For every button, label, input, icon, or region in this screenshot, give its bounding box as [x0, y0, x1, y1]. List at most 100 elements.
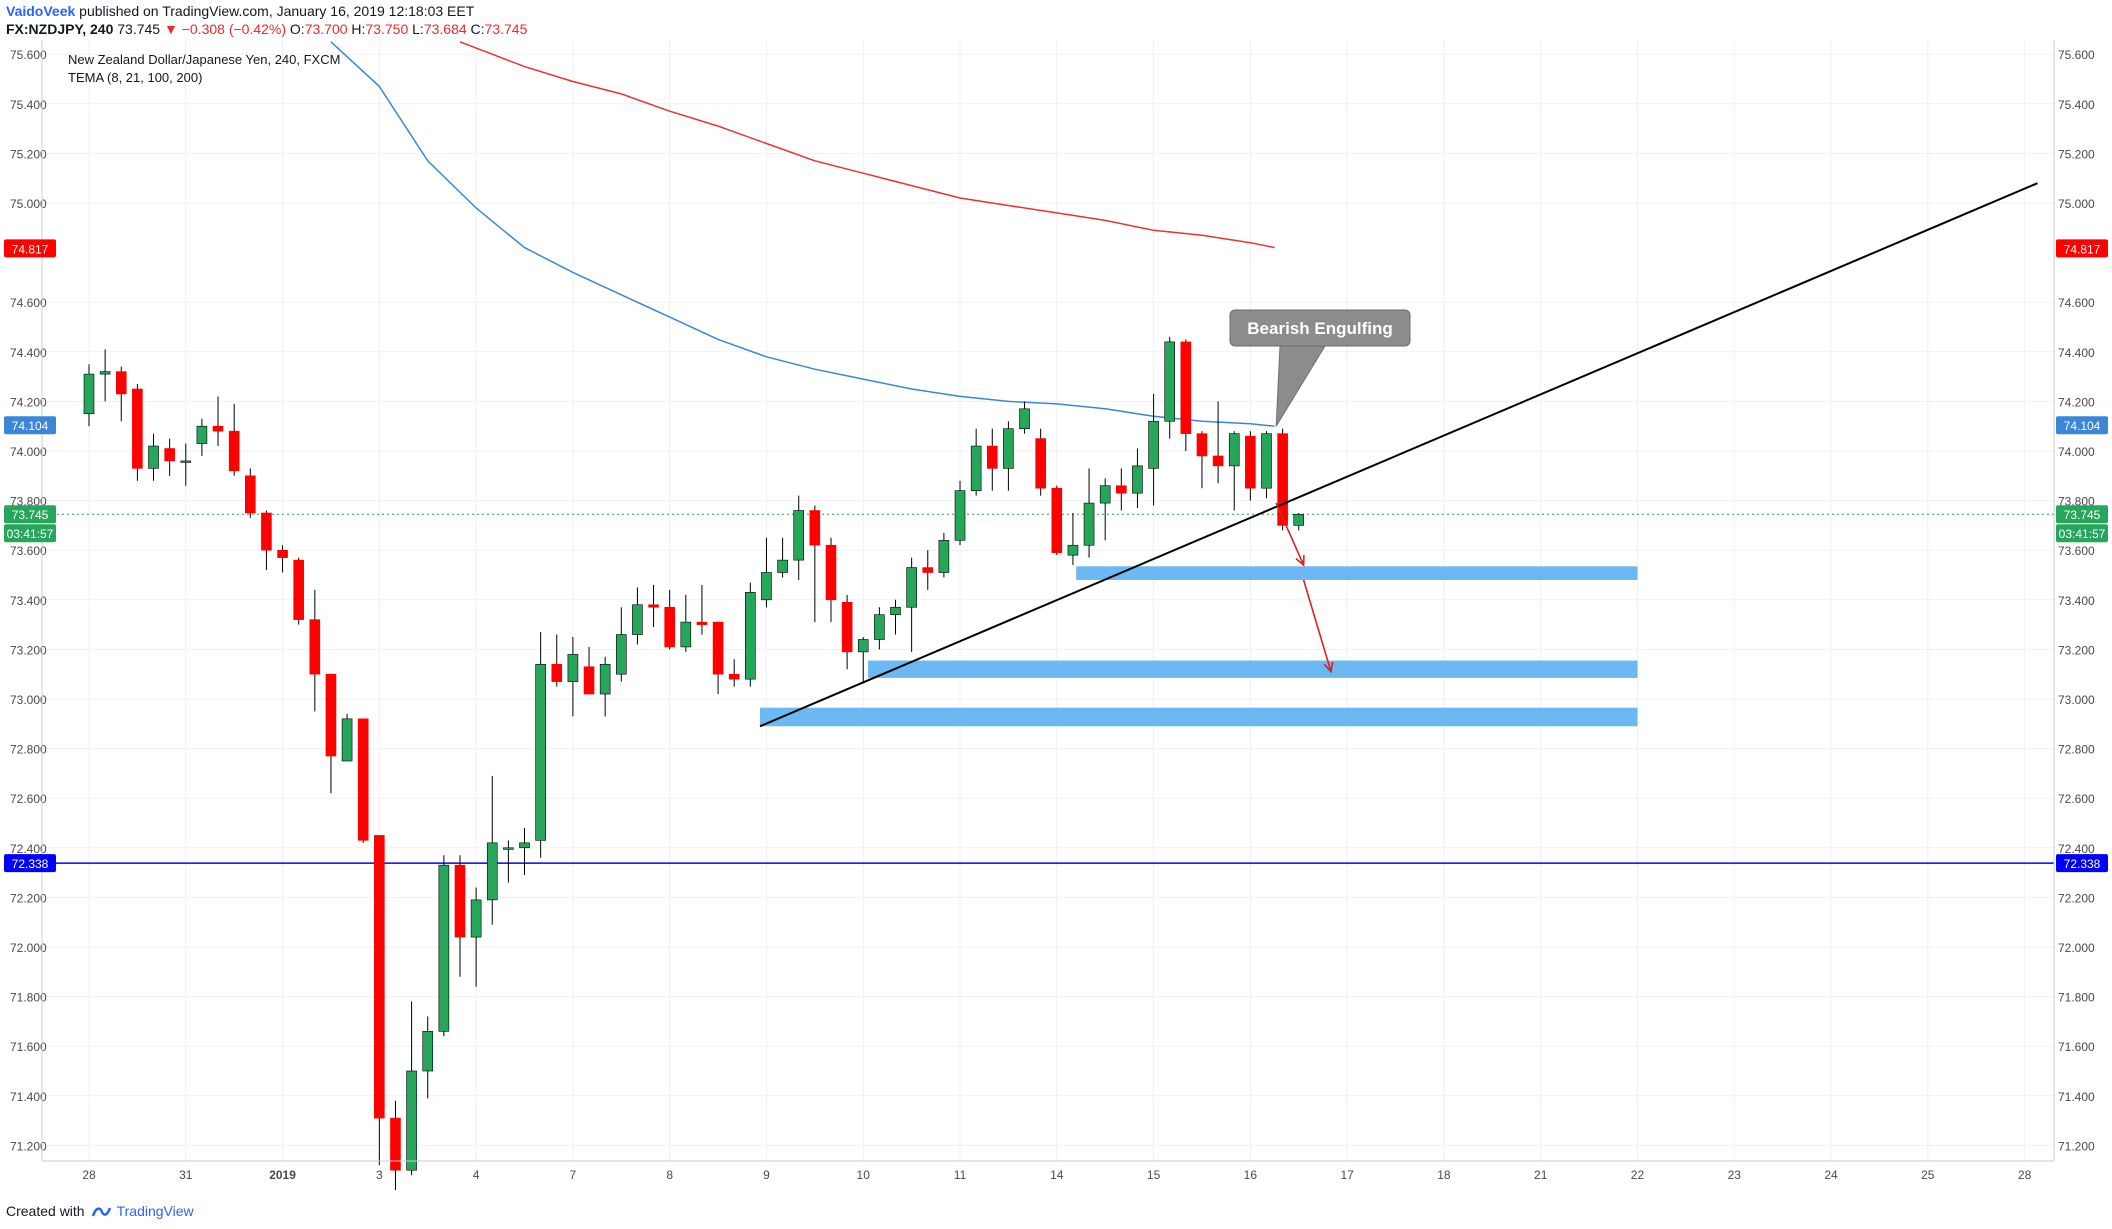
y-tick-label-right: 73.000: [2058, 693, 2095, 707]
candle: [277, 545, 288, 573]
candle-body: [615, 634, 627, 675]
x-tick-label: 28: [82, 1168, 96, 1182]
ohlc-high: 73.750: [365, 21, 409, 37]
price-label-left: 74.817: [4, 239, 56, 258]
candle-body: [728, 673, 740, 680]
candle-body: [777, 559, 788, 573]
drawings: Bearish Engulfing: [759, 182, 2038, 728]
y-tick-label-left: 74.200: [10, 395, 47, 409]
author-link[interactable]: VaidoVeek: [6, 3, 76, 19]
legend-indicator: TEMA (8, 21, 100, 200): [68, 70, 202, 85]
price-label-text: 73.745: [12, 508, 49, 522]
candle: [922, 550, 934, 590]
countdown-bg: [4, 524, 56, 543]
chart-background: [0, 40, 2112, 1200]
x-tick-label: 16: [1244, 1168, 1258, 1182]
candle-body: [1164, 341, 1176, 422]
x-tick-label: 23: [1728, 1168, 1742, 1182]
x-tick-label: 21: [1534, 1168, 1548, 1182]
price-label-bg: [2056, 854, 2108, 873]
tradingview-logo-icon: [91, 1207, 111, 1217]
candle: [293, 557, 304, 625]
y-tick-label-right: 75.200: [2058, 147, 2095, 161]
y-tick-label-right: 72.800: [2058, 743, 2095, 757]
price-label-left: 72.338: [4, 854, 56, 873]
projection-arrow-head: [1295, 555, 1305, 567]
y-tick-label-left: 75.000: [10, 197, 47, 211]
candle: [1245, 431, 1256, 501]
candle-body: [1083, 502, 1095, 546]
candle-body: [277, 549, 288, 558]
candle: [148, 433, 159, 481]
x-tick-label: 9: [763, 1168, 770, 1182]
support-zone: [868, 660, 1638, 678]
candle: [1180, 339, 1192, 451]
candle: [793, 495, 805, 580]
candle-body: [341, 718, 353, 762]
candle-body: [825, 544, 837, 601]
candle: [261, 510, 272, 571]
candle-body: [841, 601, 853, 653]
symbol-info: FX:NZDJPY, 240 73.745 ▼ −0.308 (−0.42%) …: [6, 21, 527, 37]
x-tick-label: 4: [473, 1168, 480, 1182]
candle-body: [857, 639, 869, 653]
price-change: ▼ −0.308 (−0.42%): [163, 21, 287, 37]
ohlc-c-label: C:: [470, 21, 485, 37]
candle-body: [325, 673, 337, 757]
y-tick-label-right: 71.400: [2058, 1090, 2095, 1104]
price-label-bg: [4, 416, 56, 435]
candle: [454, 855, 466, 977]
candle: [357, 718, 369, 843]
candle-body: [696, 621, 708, 625]
chart-header: VaidoVeek published on TradingView.com, …: [0, 0, 2112, 40]
tradingview-link[interactable]: TradingView: [116, 1203, 194, 1219]
y-tick-label-left: 74.600: [10, 296, 47, 310]
footer: Created with TradingView: [6, 1203, 194, 1219]
candle: [696, 584, 708, 635]
legend-symbol: New Zealand Dollar/Japanese Yen, 240, FX…: [68, 52, 340, 67]
y-tick-label-right: 73.600: [2058, 544, 2095, 558]
publish-info: VaidoVeek published on TradingView.com, …: [6, 3, 474, 19]
candle: [1003, 421, 1014, 491]
ohlc-low: 73.684: [423, 21, 467, 37]
price-chart[interactable]: Bearish Engulfing 75.600 75.600 75.400 75.4…: [0, 40, 2112, 1200]
x-tick-label: 8: [666, 1168, 673, 1182]
tema-series-line: [330, 41, 1275, 427]
candle: [1164, 336, 1176, 439]
y-tick-label-left: 75.400: [10, 98, 47, 112]
candle-body: [390, 1117, 401, 1171]
price-label-bg: [2056, 416, 2108, 435]
price-label-text: 74.104: [2064, 419, 2101, 433]
candle: [374, 835, 385, 1166]
candle-body: [1196, 433, 1208, 457]
y-tick-label-right: 73.400: [2058, 594, 2095, 608]
callout-label: Bearish Engulfing: [1247, 319, 1392, 338]
y-tick-label-left: 71.200: [10, 1139, 47, 1153]
countdown-text: 03:41:57: [2059, 527, 2106, 541]
candle: [761, 537, 772, 608]
y-tick-label-left: 72.400: [10, 842, 47, 856]
bearish-engulfing-callout: Bearish Engulfing: [1229, 309, 1411, 427]
candle-body: [470, 899, 482, 938]
candle-body: [83, 373, 95, 415]
candle: [1293, 513, 1305, 531]
candle: [583, 646, 595, 695]
candle: [1148, 393, 1159, 506]
price-label-bg: [2056, 505, 2108, 524]
candle: [341, 713, 353, 762]
candle-body: [583, 666, 595, 695]
candle: [519, 827, 530, 876]
y-tick-label-left: 72.800: [10, 743, 47, 757]
candle-body: [422, 1031, 434, 1072]
y-tick-label-right: 72.200: [2058, 891, 2095, 905]
y-tick-label-left: 73.600: [10, 544, 47, 558]
candle-body: [1019, 408, 1030, 429]
candle-body: [535, 663, 546, 841]
candle: [551, 634, 563, 687]
y-tick-label-left: 73.000: [10, 693, 47, 707]
ohlc-close: 73.745: [484, 21, 528, 37]
candle-body: [970, 445, 982, 491]
y-tick-label-left: 71.600: [10, 1040, 47, 1054]
candle-body: [1212, 455, 1224, 467]
candle-body: [148, 445, 159, 469]
